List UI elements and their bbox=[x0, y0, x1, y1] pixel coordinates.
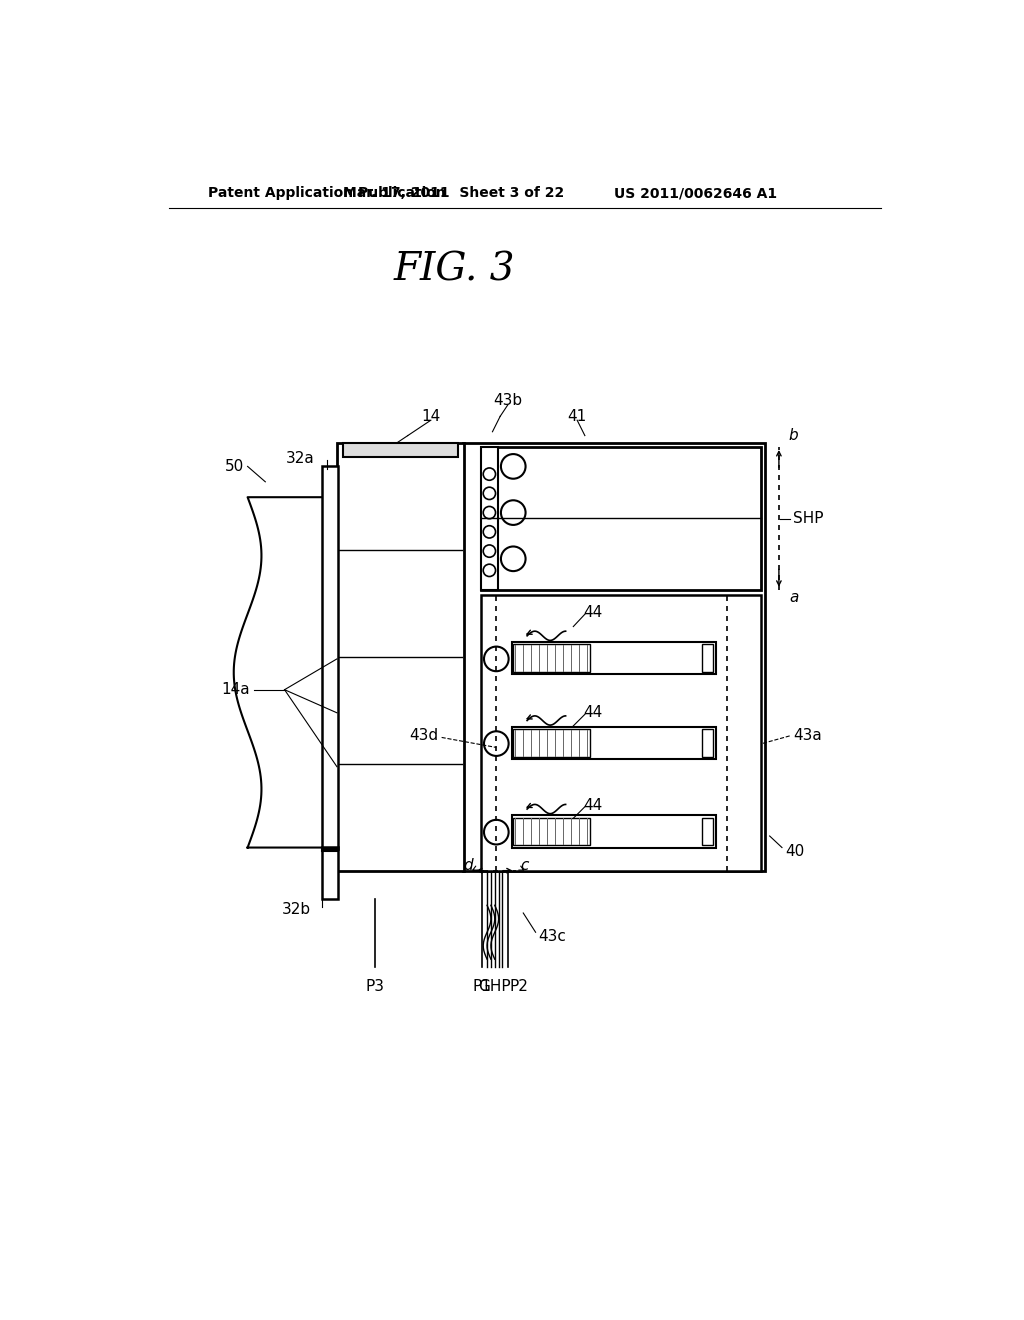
Bar bbox=[481, 595, 761, 871]
Bar bbox=[513, 729, 590, 756]
Bar bbox=[701, 644, 713, 672]
Text: 43a: 43a bbox=[793, 729, 821, 743]
Text: 41: 41 bbox=[567, 409, 587, 424]
Text: 32b: 32b bbox=[282, 902, 310, 916]
Text: 32a: 32a bbox=[286, 451, 314, 466]
Bar bbox=[512, 726, 716, 759]
Text: GHP: GHP bbox=[478, 978, 511, 994]
Text: FIG. 3: FIG. 3 bbox=[393, 252, 515, 289]
Text: 14a: 14a bbox=[221, 682, 250, 697]
Bar bbox=[513, 817, 590, 845]
Text: 40: 40 bbox=[785, 843, 804, 859]
Bar bbox=[343, 444, 458, 457]
Text: SHP: SHP bbox=[793, 511, 823, 527]
Text: 43d: 43d bbox=[410, 729, 438, 743]
Bar bbox=[512, 642, 716, 675]
Text: 44: 44 bbox=[583, 797, 602, 813]
Text: Patent Application Publication: Patent Application Publication bbox=[208, 186, 445, 201]
Bar bbox=[322, 847, 339, 899]
Text: 43c: 43c bbox=[539, 928, 566, 944]
Text: 43b: 43b bbox=[494, 393, 522, 408]
Bar bbox=[481, 447, 761, 590]
Text: b: b bbox=[788, 428, 799, 444]
Bar bbox=[337, 444, 464, 871]
Bar bbox=[512, 816, 716, 847]
Bar bbox=[322, 466, 339, 849]
Bar bbox=[481, 447, 498, 590]
Text: 50: 50 bbox=[225, 459, 245, 474]
Text: 14: 14 bbox=[421, 409, 440, 424]
Text: 44: 44 bbox=[583, 705, 602, 721]
Bar bbox=[463, 444, 765, 871]
Text: P3: P3 bbox=[366, 978, 385, 994]
Bar bbox=[701, 729, 713, 756]
Text: P1: P1 bbox=[472, 978, 492, 994]
Text: US 2011/0062646 A1: US 2011/0062646 A1 bbox=[614, 186, 777, 201]
Text: c: c bbox=[520, 858, 529, 873]
Text: d: d bbox=[463, 858, 473, 873]
Text: 44: 44 bbox=[583, 605, 602, 620]
Polygon shape bbox=[233, 498, 330, 847]
Bar bbox=[701, 817, 713, 845]
Text: a: a bbox=[788, 590, 799, 605]
Bar bbox=[513, 644, 590, 672]
Text: P2: P2 bbox=[510, 978, 528, 994]
Text: Mar. 17, 2011  Sheet 3 of 22: Mar. 17, 2011 Sheet 3 of 22 bbox=[343, 186, 564, 201]
